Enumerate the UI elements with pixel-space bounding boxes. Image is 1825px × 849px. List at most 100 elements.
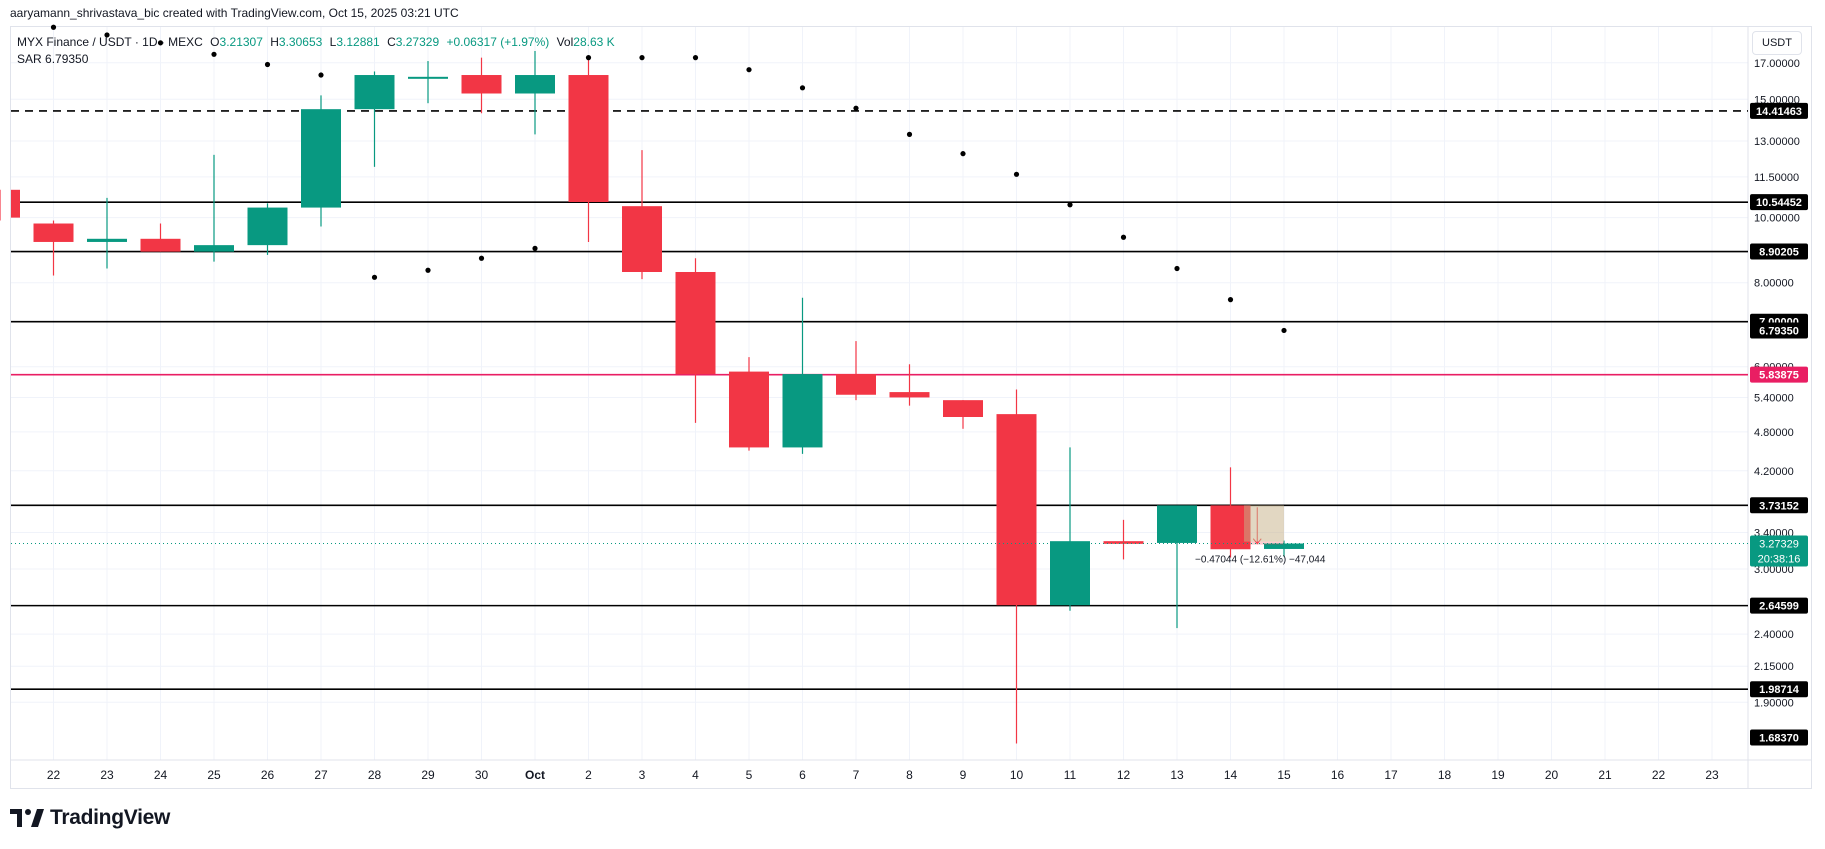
legend-high-value: 3.30653 [278, 35, 323, 49]
sar-dot [585, 55, 592, 61]
x-tick-label: 18 [1438, 768, 1452, 782]
level-price-tag-bg [1750, 102, 1808, 119]
legend-sar-row[interactable]: SAR 6.79350 [17, 51, 615, 68]
x-tick-label: 7 [853, 768, 860, 782]
candle-body [140, 238, 181, 252]
candle-11 [1050, 447, 1090, 611]
price-axis-tags: 14.4146310.544528.902057.000005.838753.7… [1750, 102, 1808, 746]
candle-body [1264, 543, 1304, 549]
candle-25 [194, 154, 234, 262]
y-tick-label: 2.40000 [1754, 629, 1794, 641]
chart-legend: MYX Finance / USDT · 1D · MEXC O3.21307 … [17, 34, 615, 68]
x-tick-label: 15 [1277, 768, 1291, 782]
candle-27 [301, 95, 341, 227]
y-tick-label: 11.50000 [1754, 172, 1799, 184]
candle-22 [33, 220, 74, 276]
tradingview-logo-icon [10, 809, 44, 827]
candle-body [194, 245, 234, 252]
chart-credit: aaryamann_shrivastava_bic created with T… [10, 6, 459, 20]
x-tick-label: Oct [525, 768, 545, 782]
level-price-tag-bg [1750, 497, 1808, 514]
price-tag: 1.68370 [1759, 733, 1799, 745]
legend-ohlc-row: MYX Finance / USDT · 1D · MEXC O3.21307 … [17, 34, 615, 51]
sar-dot [157, 40, 164, 46]
sar-dot [639, 55, 645, 61]
level-price-tag: 8.90205 [1759, 247, 1799, 259]
candle-body [87, 238, 127, 242]
x-tick-label: 22 [1652, 768, 1666, 782]
x-tick-label: 3 [639, 768, 646, 782]
measure-highlight [1244, 505, 1284, 542]
legend-close-value: 3.27329 [395, 35, 440, 49]
x-tick-label: 22 [47, 768, 61, 782]
candle-7 [836, 341, 876, 401]
candle-23 [87, 197, 127, 269]
x-tick-label: 2 [585, 768, 592, 782]
candle-body [301, 109, 341, 208]
candle-10 [996, 389, 1037, 744]
x-tick-label: 4 [692, 768, 699, 782]
legend-high-label: H [270, 35, 279, 49]
last-price-tag: 3.27329 [1759, 539, 1799, 551]
candle-body [782, 374, 823, 448]
candle-8 [889, 364, 930, 406]
horizontal-levels [11, 110, 1748, 691]
level-price-tag-bg [1750, 366, 1808, 383]
sar-dot [906, 131, 913, 137]
x-tick-label: 11 [1064, 768, 1077, 782]
candle-6 [782, 297, 823, 454]
sar-dot [371, 274, 378, 280]
y-tick-label: 13.00000 [1754, 136, 1800, 148]
candle-30 [461, 57, 502, 114]
candle-12 [1103, 519, 1144, 560]
candle-body [1050, 541, 1090, 606]
sar-dot [211, 51, 217, 57]
x-tick-label: 17 [1384, 768, 1398, 782]
x-tick-label: 14 [1224, 768, 1238, 782]
x-tick-label: 30 [475, 768, 489, 782]
candle-29 [408, 61, 448, 104]
x-tick-label: 21 [1598, 768, 1612, 782]
candle-Oct [515, 50, 555, 135]
y-tick-label: 17.00000 [1754, 58, 1800, 70]
currency-button[interactable]: USDT [1752, 31, 1802, 55]
y-tick-label: 2.15000 [1754, 661, 1794, 673]
candle-4 [675, 258, 716, 423]
candle-body [1103, 541, 1144, 544]
sar-dot [50, 24, 57, 30]
candle-body [461, 75, 502, 94]
sar-dot [104, 32, 110, 38]
y-tick-label: 5.40000 [1754, 392, 1794, 404]
sar-dot [692, 55, 699, 61]
candle-body [1157, 505, 1197, 543]
candles [0, 50, 1304, 744]
legend-sar-label: SAR [17, 52, 42, 66]
brand-name: TradingView [50, 806, 171, 829]
legend-close-label: C [387, 35, 396, 49]
sar-dot [318, 72, 324, 78]
candle-body [33, 223, 74, 242]
candle-13 [1157, 505, 1197, 629]
y-tick-label: 4.80000 [1754, 427, 1794, 439]
sar-dot [746, 67, 752, 73]
candle-body [622, 206, 662, 272]
legend-symbol[interactable]: MYX Finance / USDT · 1D · MEXC [17, 35, 203, 49]
candle-body [408, 76, 448, 79]
level-price-tag-bg [1750, 243, 1808, 260]
y-tick-label: 8.00000 [1754, 278, 1794, 290]
tradingview-brand[interactable]: TradingView [10, 806, 170, 830]
y-tick-label: 10.00000 [1754, 213, 1800, 225]
sar-dot [532, 245, 538, 251]
x-tick-label: 8 [906, 768, 913, 782]
candle-body [1210, 505, 1251, 550]
candle-body [836, 374, 876, 395]
level-price-tag: 1.98714 [1759, 684, 1800, 696]
price-tag-bg [1750, 322, 1808, 339]
sar-dot [1067, 202, 1073, 208]
legend-volume-label: Vol [556, 35, 574, 49]
sar-dot [960, 151, 966, 157]
candle-body [354, 75, 395, 110]
x-tick-label: 25 [207, 768, 221, 782]
x-tick-label: 29 [421, 768, 435, 782]
